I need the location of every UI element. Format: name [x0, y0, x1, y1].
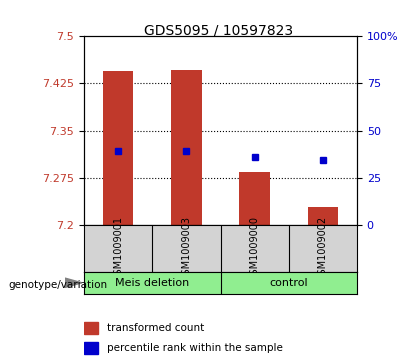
- Bar: [103, 71, 134, 225]
- Polygon shape: [65, 278, 82, 287]
- Text: control: control: [270, 278, 308, 288]
- Text: GSM1009000: GSM1009000: [249, 216, 260, 281]
- Bar: [84, 342, 98, 354]
- Bar: [171, 70, 202, 225]
- Text: transformed count: transformed count: [107, 323, 204, 333]
- Text: GSM1009001: GSM1009001: [113, 216, 123, 281]
- Text: percentile rank within the sample: percentile rank within the sample: [107, 343, 283, 353]
- Text: Meis deletion: Meis deletion: [115, 278, 189, 288]
- Text: GDS5095 / 10597823: GDS5095 / 10597823: [144, 24, 293, 38]
- Bar: [84, 322, 98, 334]
- Text: GSM1009002: GSM1009002: [318, 216, 328, 281]
- Text: genotype/variation: genotype/variation: [8, 280, 108, 290]
- Bar: [307, 207, 338, 225]
- Text: GSM1009003: GSM1009003: [181, 216, 192, 281]
- Bar: [239, 172, 270, 225]
